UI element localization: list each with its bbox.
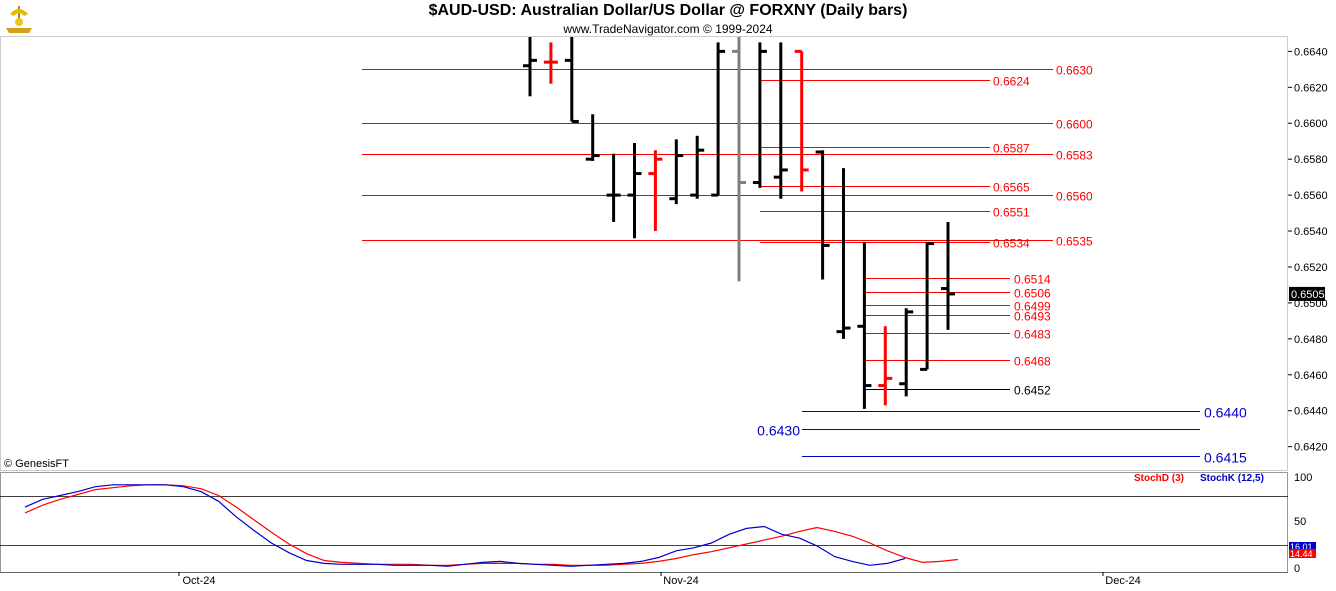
price-tick-label: 0.6620 bbox=[1294, 82, 1328, 94]
stoch-panel-frame bbox=[0, 472, 1288, 573]
price-level-label: 0.6630 bbox=[1056, 64, 1093, 78]
date-tick-label: Nov-24 bbox=[663, 575, 698, 587]
stoch-tick-label: 50 bbox=[1294, 516, 1306, 528]
date-x-axis: Oct-24 Nov-24 Dec-24 bbox=[178, 572, 1141, 587]
stochastic-lines bbox=[24, 484, 958, 567]
ohlc-bars bbox=[523, 37, 955, 409]
price-tick-label: 0.6560 bbox=[1294, 190, 1328, 202]
price-tick-label: 0.6500 bbox=[1294, 298, 1328, 310]
stoch-series-line bbox=[24, 484, 958, 566]
price-level-label: 0.6415 bbox=[1204, 450, 1247, 466]
last-price-label: 0.6505 bbox=[1291, 289, 1325, 301]
price-level-label: 0.6514 bbox=[1014, 273, 1051, 287]
chart-title: $AUD-USD: Australian Dollar/US Dollar @ … bbox=[428, 2, 908, 19]
stoch-legend-entry: StochD (3) bbox=[1134, 473, 1184, 484]
date-tick-label: Oct-24 bbox=[182, 575, 215, 587]
price-level-label: 0.6430 bbox=[757, 423, 800, 439]
price-tick-label: 0.6540 bbox=[1294, 226, 1328, 238]
price-level-label: 0.6624 bbox=[993, 75, 1030, 89]
price-level-label: 0.6535 bbox=[1056, 235, 1093, 249]
price-tick-label: 0.6440 bbox=[1294, 406, 1328, 418]
price-tick-label: 0.6520 bbox=[1294, 262, 1328, 274]
stoch-tick-label: 100 bbox=[1294, 472, 1312, 484]
price-panel-frame bbox=[0, 36, 1288, 471]
stoch-series-line bbox=[24, 484, 906, 567]
price-level-label: 0.6565 bbox=[993, 181, 1030, 195]
last-price-badge bbox=[1289, 286, 1325, 301]
stoch-last-badge bbox=[1289, 542, 1316, 551]
price-level-label: 0.6483 bbox=[1014, 328, 1051, 342]
price-level-label: 0.6551 bbox=[993, 206, 1030, 220]
price-level-label: 0.6583 bbox=[1056, 149, 1093, 163]
logo-icon bbox=[2, 2, 36, 41]
copyright-label: © GenesisFT bbox=[4, 458, 69, 470]
stoch-legend: StochD (3) StochK (12,5) bbox=[1134, 473, 1264, 484]
price-tick-label: 0.6600 bbox=[1294, 118, 1328, 130]
price-y-axis: 0.6640 0.6620 0.6600 0.6580 0.6560 0.6540 0.65… bbox=[1288, 46, 1328, 454]
price-tick-label: 0.6480 bbox=[1294, 334, 1328, 346]
stoch-tick-label: 0 bbox=[1294, 563, 1300, 575]
price-level-label: 0.6468 bbox=[1014, 355, 1051, 369]
price-tick-label: 0.6460 bbox=[1294, 370, 1328, 382]
stoch-legend-entry: StochK (12,5) bbox=[1200, 473, 1264, 484]
price-level-label: 0.6493 bbox=[1014, 310, 1051, 324]
price-level-label: 0.6587 bbox=[993, 142, 1030, 156]
price-level-label: 0.6499 bbox=[1014, 300, 1051, 314]
stoch-last-badge bbox=[1289, 549, 1316, 558]
price-level-label: 0.6452 bbox=[1014, 384, 1051, 398]
stoch-last-label: 14.44 bbox=[1290, 549, 1313, 559]
chart-subtitle: www.TradeNavigator.com © 1999-2024 bbox=[563, 22, 773, 36]
price-level-label: 0.6560 bbox=[1056, 190, 1093, 204]
price-tick-label: 0.6420 bbox=[1294, 442, 1328, 454]
date-tick-label: Dec-24 bbox=[1105, 575, 1140, 587]
price-tick-label: 0.6640 bbox=[1294, 46, 1328, 58]
price-level-label: 0.6534 bbox=[993, 237, 1030, 251]
price-level-label: 0.6600 bbox=[1056, 118, 1093, 132]
price-levels: 0.6630 0.6624 0.6600 0.6587 0.6583 0.6565 0.65… bbox=[362, 64, 1247, 466]
stoch-last-label: 16.01 bbox=[1290, 542, 1313, 552]
price-level-label: 0.6440 bbox=[1204, 405, 1247, 421]
price-tick-label: 0.6580 bbox=[1294, 154, 1328, 166]
price-level-label: 0.6506 bbox=[1014, 287, 1051, 301]
